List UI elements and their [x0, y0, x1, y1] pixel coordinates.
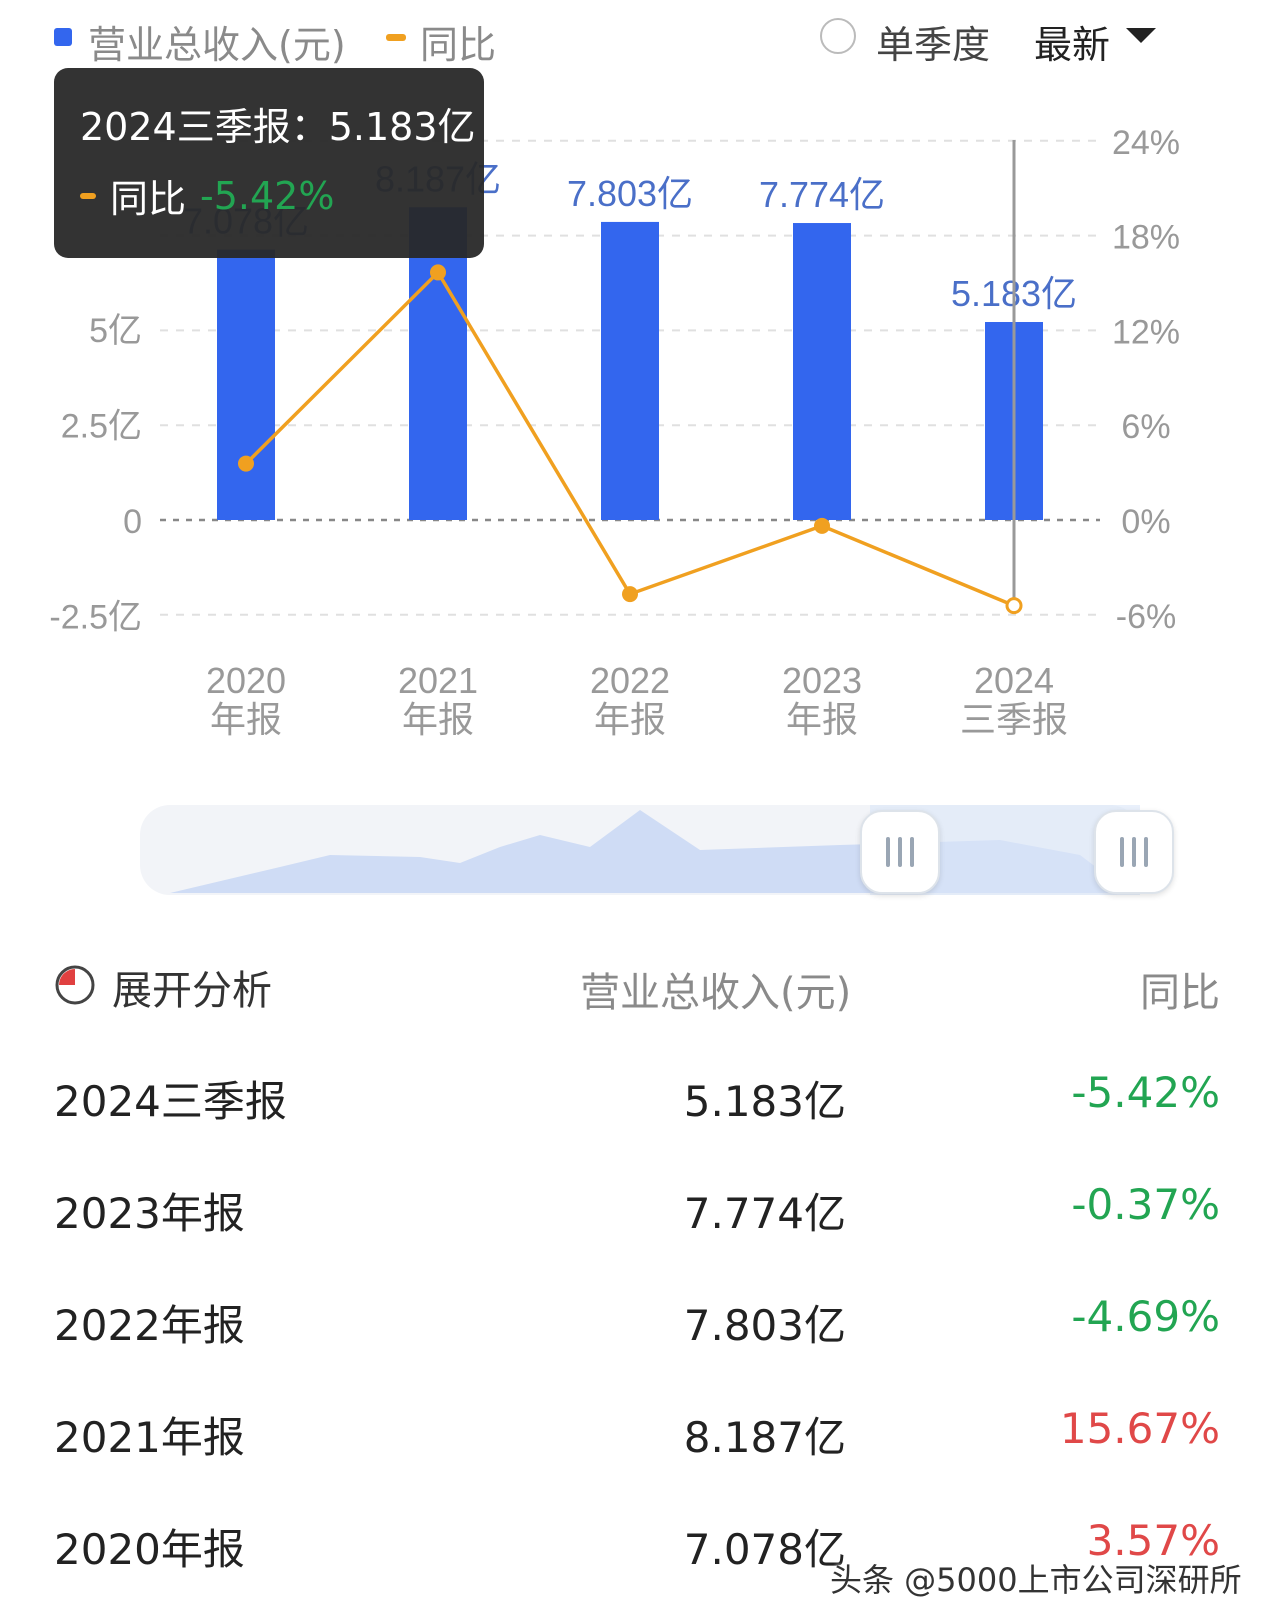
yoy-cell: 15.67%: [1059, 1404, 1220, 1453]
bar-value-label: 7.774亿: [759, 174, 885, 215]
revenue-bar[interactable]: [409, 207, 467, 521]
period-cell: 2023年报: [54, 1189, 245, 1238]
period-dropdown[interactable]: 最新: [1034, 14, 1184, 67]
yoy-point[interactable]: [430, 264, 446, 281]
x-tick-label-year: 2022: [590, 660, 670, 701]
table-row[interactable]: 2022年报 7.803亿 -4.69%: [0, 1292, 1264, 1372]
x-tick-label-period: 年报: [402, 699, 474, 740]
tooltip-title: 2024三季报：5.183亿: [80, 105, 476, 149]
x-tick-label-year: 2024: [974, 660, 1054, 701]
y-left-tick-label: 5亿: [89, 312, 142, 350]
expand-analysis-label: 展开分析: [112, 968, 272, 1014]
legend: 营业总收入(元) 同比: [54, 14, 654, 67]
x-tick-label-period: 年报: [594, 699, 666, 740]
y-right-tick-label: 6%: [1121, 408, 1170, 446]
period-cell: 2020年报: [54, 1525, 245, 1574]
revenue-bar[interactable]: [793, 223, 851, 520]
zoom-handle-right[interactable]: [1094, 810, 1174, 894]
revenue-cell: 8.187亿: [683, 1413, 846, 1462]
yoy-marker: [80, 192, 96, 199]
tooltip-yoy-row: 同比 -5.42%: [80, 168, 334, 223]
y-right-tick-label: 24%: [1112, 124, 1180, 162]
tooltip-yoy-label: 同比: [110, 177, 187, 221]
x-tick-label-year: 2020: [206, 660, 286, 701]
yoy-legend-marker: [386, 34, 406, 41]
revenue-bar[interactable]: [217, 249, 275, 520]
period-cell: 2024三季报: [54, 1077, 287, 1126]
x-tick-label-period: 三季报: [960, 699, 1068, 740]
period-dropdown-label: 最新: [1034, 23, 1111, 67]
y-left-tick-label: -2.5亿: [49, 599, 142, 637]
table-header-yoy: 同比: [1140, 970, 1220, 1016]
yoy-cell: -4.69%: [1071, 1292, 1220, 1341]
yoy-point[interactable]: [238, 455, 254, 472]
single-quarter-label: 单季度: [876, 23, 991, 67]
y-right-tick-label: 12%: [1112, 313, 1180, 351]
zoom-handle-left[interactable]: [860, 810, 940, 894]
x-tick-label-period: 年报: [786, 699, 858, 740]
revenue-cell: 7.803亿: [683, 1301, 846, 1350]
caret-down-icon: [1126, 28, 1156, 43]
x-tick-label-period: 年报: [210, 699, 282, 740]
x-tick-label-year: 2021: [398, 660, 478, 701]
table-row[interactable]: 2024三季报 5.183亿 -5.42%: [0, 1068, 1264, 1148]
yoy-point[interactable]: [1005, 597, 1023, 615]
x-tick-label-year: 2023: [782, 660, 862, 701]
y-right-tick-label: -6%: [1116, 598, 1176, 636]
revenue-cell: 7.078亿: [683, 1525, 846, 1574]
table-row[interactable]: 2021年报 8.187亿 15.67%: [0, 1404, 1264, 1484]
yoy-legend-label[interactable]: 同比: [420, 23, 497, 67]
y-right-tick-label: 18%: [1112, 219, 1180, 257]
revenue-cell: 7.774亿: [683, 1189, 846, 1238]
period-cell: 2022年报: [54, 1301, 245, 1350]
table-row[interactable]: 2020年报 7.078亿 3.57%: [0, 1516, 1264, 1596]
bar-value-label: 7.803亿: [567, 173, 693, 214]
y-left-tick-label: 0: [123, 503, 142, 541]
yoy-point[interactable]: [814, 517, 830, 534]
y-left-tick-label: 2.5亿: [61, 408, 142, 446]
table-row[interactable]: 2023年报 7.774亿 -0.37%: [0, 1180, 1264, 1260]
chart-tooltip: 2024三季报：5.183亿 同比 -5.42%: [54, 68, 484, 258]
single-quarter-toggle[interactable]: 单季度: [820, 14, 1010, 67]
revenue-cell: 5.183亿: [683, 1077, 846, 1126]
radio-icon[interactable]: [820, 18, 856, 54]
y-right-tick-label: 0%: [1121, 503, 1170, 541]
period-cell: 2021年报: [54, 1413, 245, 1462]
watermark: 头条 @5000上市公司深研所: [830, 1561, 1242, 1599]
revenue-bar[interactable]: [601, 221, 659, 520]
table-header-revenue: 营业总收入(元): [580, 970, 852, 1016]
yoy-cell: -5.42%: [1071, 1068, 1220, 1117]
tooltip-yoy-value: -5.42%: [200, 173, 335, 218]
pie-chart-icon: [55, 965, 95, 1005]
yoy-cell: -0.37%: [1071, 1180, 1220, 1229]
yoy-point[interactable]: [622, 586, 638, 603]
revenue-legend-label[interactable]: 营业总收入(元): [88, 23, 346, 67]
yoy-cell: 3.57%: [1086, 1516, 1220, 1565]
zoom-slider-track[interactable]: [140, 805, 1140, 895]
revenue-legend-marker: [54, 28, 72, 46]
expand-analysis-button[interactable]: 展开分析: [54, 958, 314, 1018]
